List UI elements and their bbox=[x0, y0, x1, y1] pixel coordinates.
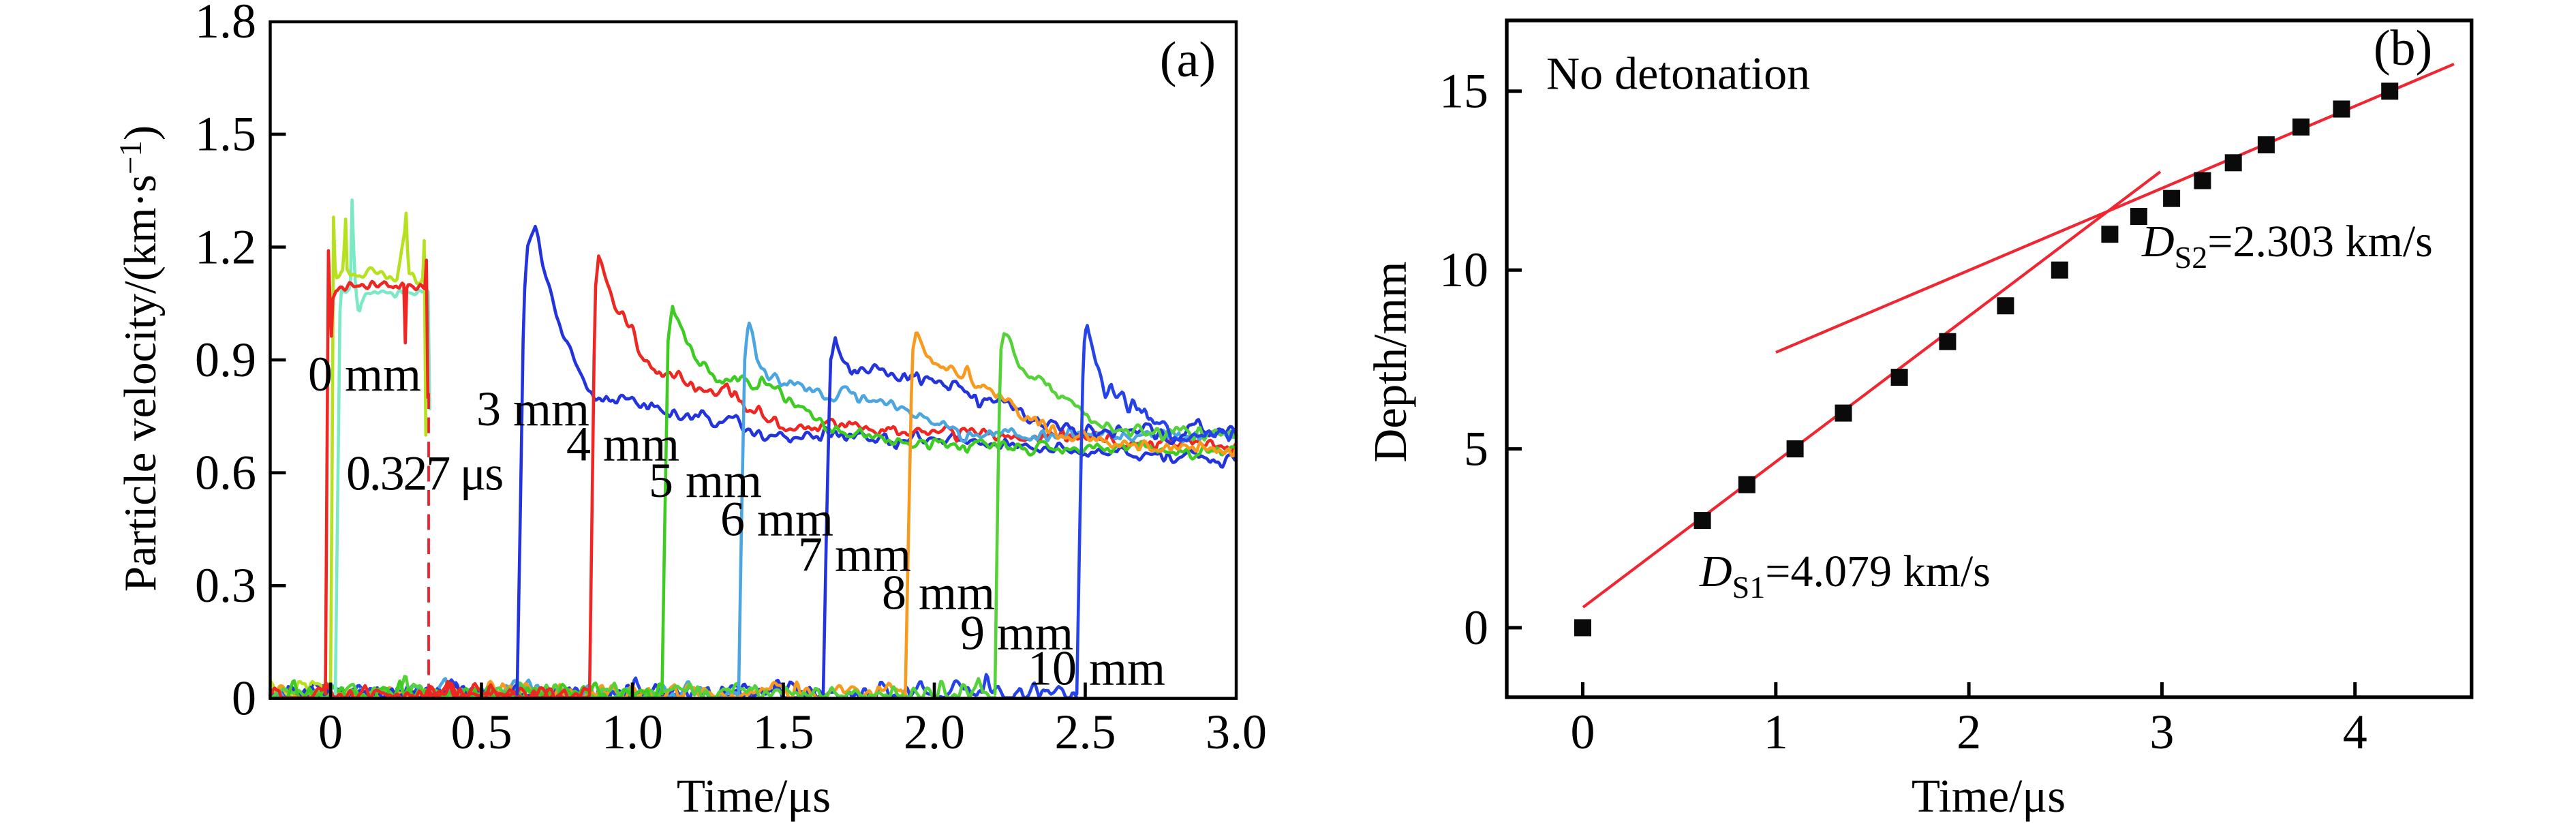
svg-text:(b): (b) bbox=[2374, 20, 2432, 76]
svg-text:4: 4 bbox=[2343, 705, 2367, 759]
svg-text:10 mm: 10 mm bbox=[1028, 641, 1165, 696]
svg-text:Depth/mm: Depth/mm bbox=[1364, 261, 1416, 462]
svg-text:1: 1 bbox=[1764, 705, 1788, 759]
svg-text:0: 0 bbox=[1464, 600, 1488, 655]
svg-text:DS1=4.079 km/s: DS1=4.079 km/s bbox=[1699, 547, 1991, 605]
svg-text:Time/μs: Time/μs bbox=[1912, 770, 2066, 822]
svg-text:2: 2 bbox=[1957, 705, 1981, 759]
svg-text:3.0: 3.0 bbox=[1206, 705, 1267, 759]
svg-text:10: 10 bbox=[1439, 243, 1488, 297]
svg-text:0 mm: 0 mm bbox=[308, 347, 421, 401]
svg-text:0.3: 0.3 bbox=[195, 558, 256, 613]
svg-text:Time/μs: Time/μs bbox=[677, 770, 831, 822]
svg-text:1.2: 1.2 bbox=[195, 219, 256, 274]
svg-text:15: 15 bbox=[1439, 64, 1488, 119]
svg-text:9 mm: 9 mm bbox=[960, 606, 1073, 660]
svg-text:No detonation: No detonation bbox=[1546, 48, 1810, 100]
svg-text:1.0: 1.0 bbox=[602, 705, 663, 759]
svg-text:0.6: 0.6 bbox=[195, 446, 256, 500]
svg-text:7 mm: 7 mm bbox=[798, 528, 911, 582]
svg-text:Particle velocity/(km·s−1): Particle velocity/(km·s−1) bbox=[113, 125, 166, 592]
svg-text:6 mm: 6 mm bbox=[720, 492, 833, 547]
svg-text:5: 5 bbox=[1464, 421, 1488, 476]
svg-text:0.327 μs: 0.327 μs bbox=[346, 446, 502, 501]
svg-text:1.8: 1.8 bbox=[195, 0, 256, 48]
svg-text:0.5: 0.5 bbox=[451, 705, 512, 759]
svg-text:2.5: 2.5 bbox=[1055, 705, 1116, 759]
svg-text:4 mm: 4 mm bbox=[566, 417, 679, 472]
svg-text:5 mm: 5 mm bbox=[649, 453, 762, 508]
svg-text:0: 0 bbox=[318, 705, 343, 759]
svg-text:(a): (a) bbox=[1160, 32, 1216, 88]
svg-text:0: 0 bbox=[232, 671, 256, 726]
svg-text:0: 0 bbox=[1571, 705, 1595, 759]
svg-text:1.5: 1.5 bbox=[195, 107, 256, 162]
svg-text:3 mm: 3 mm bbox=[476, 382, 589, 436]
svg-text:2.0: 2.0 bbox=[904, 705, 965, 759]
svg-text:3: 3 bbox=[2149, 705, 2174, 759]
svg-text:8 mm: 8 mm bbox=[882, 566, 995, 620]
svg-text:0.9: 0.9 bbox=[195, 333, 256, 387]
svg-text:1.5: 1.5 bbox=[753, 705, 814, 759]
svg-text:DS2=2.303 km/s: DS2=2.303 km/s bbox=[2141, 217, 2433, 275]
